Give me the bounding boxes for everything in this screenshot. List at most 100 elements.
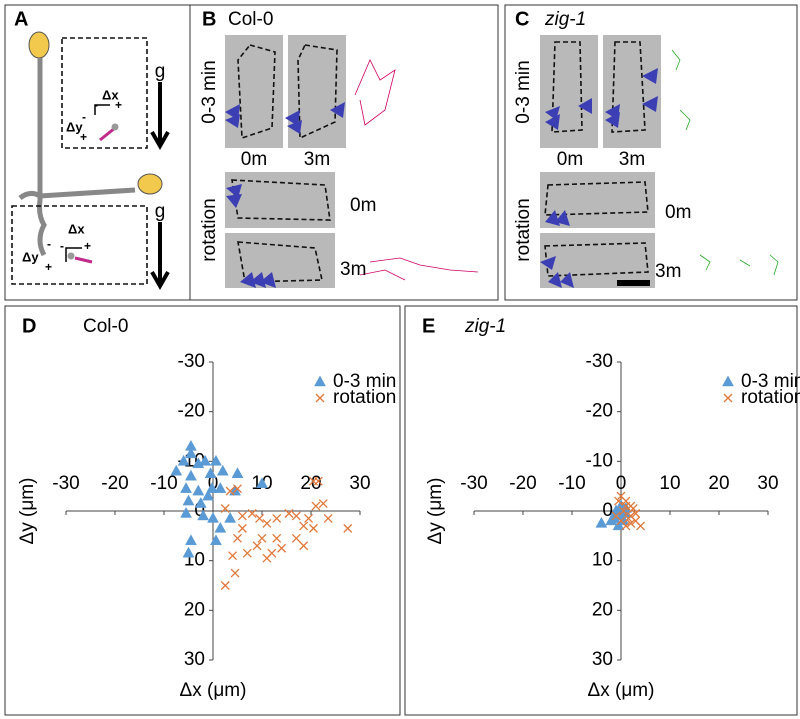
data-point [185,469,197,481]
scale-bar [617,280,650,286]
data-point [228,551,238,561]
data-point [204,467,217,478]
cell-outline [551,41,583,133]
trajectories [671,49,779,276]
panel-title: Col-0 [83,316,128,337]
micrograph [540,35,598,148]
data-point [291,533,301,543]
y-tick-label: 20 [592,599,613,620]
y-axis-title: Δy (μm) [425,478,446,545]
legend-marker [722,375,734,387]
panel-title: Col-0 [228,9,273,30]
data-point [170,464,183,476]
data-point [628,504,638,513]
sign: + [80,130,87,144]
sign: - [47,237,51,251]
panel-label: D [22,315,36,337]
legend-marker [315,393,325,403]
data-point [180,506,192,518]
data-point [614,496,624,506]
data-point [247,509,257,518]
marker-arrowheads [225,102,345,288]
row-label: rotation [513,198,534,261]
y-tick-label: 0 [602,500,613,521]
data-point [311,501,321,511]
data-point [277,543,287,553]
data-point [197,509,210,521]
legend-label: 0-3 min [741,371,800,392]
data-point [272,513,282,523]
data-point [225,486,235,496]
panel-frame [404,305,798,716]
data-point [626,518,636,528]
panel-frame [189,4,499,301]
data-point [299,541,309,551]
data-point [182,546,195,558]
sign: + [115,98,122,112]
x-tick-label: -20 [509,473,536,494]
data-point [220,581,230,590]
data-point [207,511,219,523]
panel-title: zig-1 [464,316,506,337]
data-point [618,506,628,516]
data-point [233,533,242,543]
data-point [272,533,282,543]
micrograph [225,233,335,288]
panel-label: E [422,315,435,337]
data-point [185,534,197,546]
time-label: 0m [665,202,691,223]
data-point [185,447,197,459]
time-label: 0m [557,149,583,170]
time-label: 3m [304,149,330,170]
data-point [231,467,244,478]
data-point [242,548,252,558]
dy-label: Δy [22,249,39,264]
data-point [194,497,207,508]
zoom-box [61,37,148,149]
gravity-label: g [155,61,166,82]
y-tick-label: -30 [586,351,613,372]
gravity-arrow [150,222,170,291]
vector-arrow [99,126,116,142]
data-point [308,476,318,486]
y-tick-label: 30 [184,649,205,670]
legend-marker [723,393,733,403]
time-label: 3m [619,149,645,170]
root-icon [18,187,136,201]
x-tick-label: -30 [52,473,79,494]
x-tick-label: 0 [208,473,219,494]
data-point [220,504,230,513]
cell-outline [297,44,338,140]
data-point [182,494,195,506]
data-point [611,511,621,521]
data-point [631,509,641,518]
x-tick-label: -30 [460,473,487,494]
legend-label: rotation [333,387,396,408]
y-tick-label: -30 [178,351,205,372]
data-point [214,482,227,493]
time-label: 0m [350,195,376,216]
sign: - [82,110,86,124]
panel-label: A [14,8,28,30]
marker-arrowheads [540,68,658,288]
dx-label: Δx [102,87,119,102]
x-tick-label: 0 [616,473,627,494]
data-point [621,501,631,511]
cell-outline [237,241,323,283]
data-point [323,513,333,523]
y-tick-label: -20 [586,401,613,422]
data-point [210,534,222,546]
sign: + [45,260,52,274]
data-point [237,523,247,533]
gravity-label: g [155,201,166,222]
dx-label: Δx [68,221,85,236]
data-point [623,513,633,523]
data-point [192,484,205,496]
data-point [291,511,301,521]
data-point [202,489,215,501]
time-label: 3m [340,259,366,280]
y-tick-label: 20 [184,599,205,620]
x-axis-title: Δx (μm) [180,680,247,701]
start-dot [111,123,119,131]
zoom-box [11,205,148,285]
